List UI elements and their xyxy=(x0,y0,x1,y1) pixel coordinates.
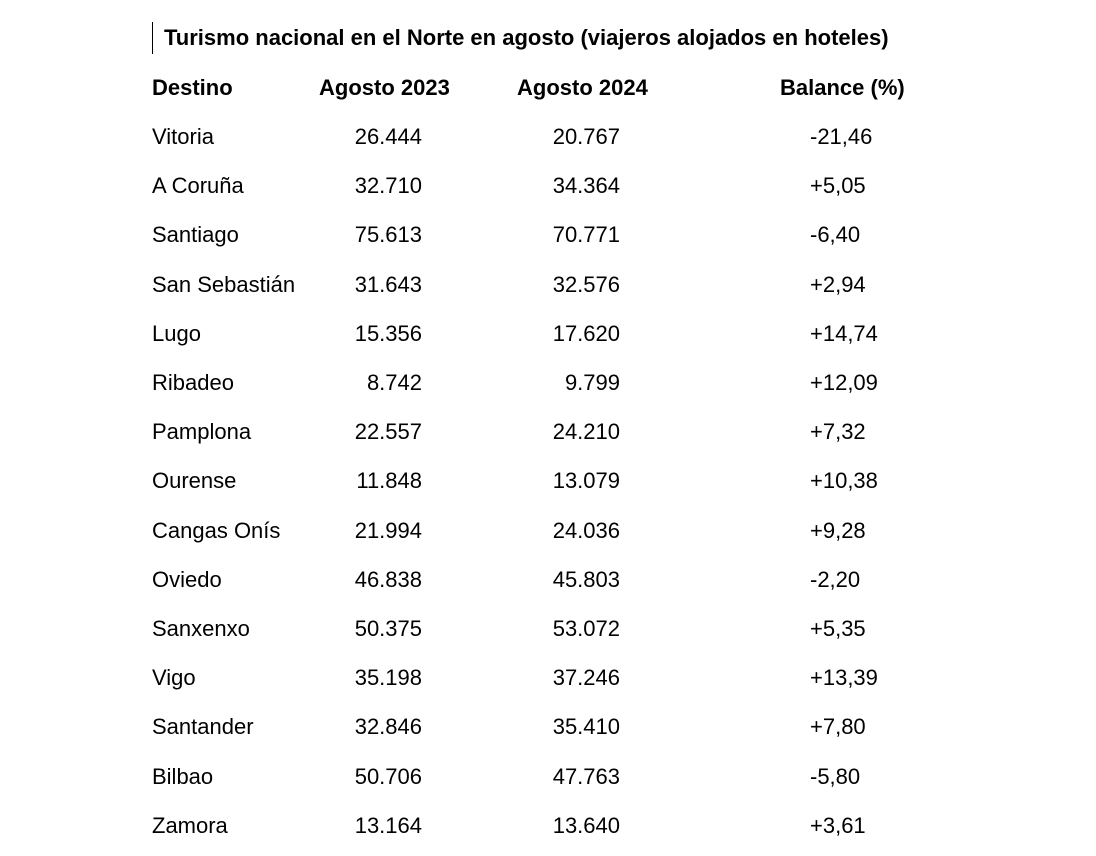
cell-destino: Santander xyxy=(152,714,254,739)
table-row: A Coruña 32.710 34.364 +5,05 xyxy=(0,169,1096,203)
cell-agosto-2024: 13.640 xyxy=(552,813,620,838)
cell-agosto-2023: 21.994 xyxy=(354,518,422,543)
cell-balance: +7,32 xyxy=(810,419,866,444)
cell-balance: +14,74 xyxy=(810,321,878,346)
cell-agosto-2024: 37.246 xyxy=(552,665,620,690)
cell-destino: Zamora xyxy=(152,813,228,838)
cell-agosto-2023: 15.356 xyxy=(354,321,422,346)
cell-balance: +10,38 xyxy=(810,468,878,493)
cell-balance: +12,09 xyxy=(810,370,878,395)
cell-destino: Ourense xyxy=(152,468,237,493)
table-row: Vitoria 26.444 20.767 -21,46 xyxy=(0,120,1096,154)
table-row: Bilbao 50.706 47.763 -5,80 xyxy=(0,760,1096,794)
table-row: Ribadeo 8.742 9.799 +12,09 xyxy=(0,366,1096,400)
table-row: Pamplona 22.557 24.210 +7,32 xyxy=(0,415,1096,449)
header-agosto-2024: Agosto 2024 xyxy=(517,75,648,100)
cell-balance: +3,61 xyxy=(810,813,866,838)
table-title: Turismo nacional en el Norte en agosto (… xyxy=(164,25,889,50)
cell-agosto-2024: 45.803 xyxy=(552,567,620,592)
table-row: Lugo 15.356 17.620 +14,74 xyxy=(0,317,1096,351)
cell-destino: Lugo xyxy=(152,321,201,346)
header-balance: Balance (%) xyxy=(780,75,905,100)
cell-agosto-2024: 17.620 xyxy=(552,321,620,346)
cell-destino: Oviedo xyxy=(152,567,222,592)
cell-agosto-2023: 13.164 xyxy=(354,813,422,838)
cell-balance: +7,80 xyxy=(810,714,866,739)
cell-agosto-2024: 47.763 xyxy=(552,764,620,789)
cell-agosto-2023: 11.848 xyxy=(356,468,422,493)
cell-destino: Vigo xyxy=(152,665,196,690)
cell-destino: Santiago xyxy=(152,222,239,247)
cell-agosto-2023: 32.710 xyxy=(354,173,422,198)
cell-agosto-2024: 70.771 xyxy=(552,222,620,247)
cell-balance: -5,80 xyxy=(810,764,861,789)
cell-destino: Cangas Onís xyxy=(152,518,281,543)
table-row: San Sebastián 31.643 32.576 +2,94 xyxy=(0,268,1096,302)
cell-destino: Vitoria xyxy=(152,124,214,149)
cell-agosto-2023: 26.444 xyxy=(354,124,422,149)
header-destino: Destino xyxy=(152,75,233,100)
cell-agosto-2024: 20.767 xyxy=(552,124,620,149)
cell-agosto-2023: 8.742 xyxy=(366,370,422,395)
table-row: Cangas Onís 21.994 24.036 +9,28 xyxy=(0,514,1096,548)
table-row: Zamora 13.164 13.640 +3,61 xyxy=(0,809,1096,843)
cell-balance: +2,94 xyxy=(810,272,866,297)
table-row: Oviedo 46.838 45.803 -2,20 xyxy=(0,563,1096,597)
cell-destino: Pamplona xyxy=(152,419,252,444)
cell-destino: Sanxenxo xyxy=(152,616,250,641)
cell-agosto-2024: 34.364 xyxy=(552,173,620,198)
table-row: Sanxenxo 50.375 53.072 +5,35 xyxy=(0,612,1096,646)
table-row: Ourense 11.848 13.079 +10,38 xyxy=(0,464,1096,498)
cell-agosto-2023: 35.198 xyxy=(354,665,422,690)
table-row: Santander 32.846 35.410 +7,80 xyxy=(0,710,1096,744)
cell-balance: +13,39 xyxy=(810,665,878,690)
cell-balance: -6,40 xyxy=(810,222,861,247)
table-row: Vigo 35.198 37.246 +13,39 xyxy=(0,661,1096,695)
cell-agosto-2024: 24.210 xyxy=(552,419,620,444)
cell-agosto-2024: 32.576 xyxy=(552,272,620,297)
text-cursor xyxy=(152,22,153,54)
cell-agosto-2023: 32.846 xyxy=(354,714,422,739)
cell-balance: +9,28 xyxy=(810,518,866,543)
cell-agosto-2023: 75.613 xyxy=(354,222,422,247)
cell-destino: Ribadeo xyxy=(152,370,234,395)
cell-agosto-2023: 31.643 xyxy=(354,272,422,297)
table-header-row: Destino Agosto 2023 Agosto 2024 Balance … xyxy=(0,71,1096,105)
cell-agosto-2024: 13.079 xyxy=(552,468,620,493)
cell-balance: +5,05 xyxy=(810,173,866,198)
cell-destino: Bilbao xyxy=(152,764,214,789)
cell-agosto-2024: 53.072 xyxy=(552,616,620,641)
cell-balance: +5,35 xyxy=(810,616,866,641)
cell-destino: A Coruña xyxy=(152,173,244,198)
cell-agosto-2024: 24.036 xyxy=(552,518,620,543)
cell-agosto-2023: 46.838 xyxy=(354,567,422,592)
cell-agosto-2024: 9.799 xyxy=(564,370,620,395)
table-row: Santiago 75.613 70.771 -6,40 xyxy=(0,218,1096,252)
cell-agosto-2024: 35.410 xyxy=(552,714,620,739)
cell-agosto-2023: 50.375 xyxy=(354,616,422,641)
cell-balance: -2,20 xyxy=(810,567,861,592)
header-agosto-2023: Agosto 2023 xyxy=(319,75,450,100)
cell-balance: -21,46 xyxy=(810,124,873,149)
cell-agosto-2023: 22.557 xyxy=(354,419,422,444)
cell-destino: San Sebastián xyxy=(152,272,296,297)
cell-agosto-2023: 50.706 xyxy=(354,764,422,789)
